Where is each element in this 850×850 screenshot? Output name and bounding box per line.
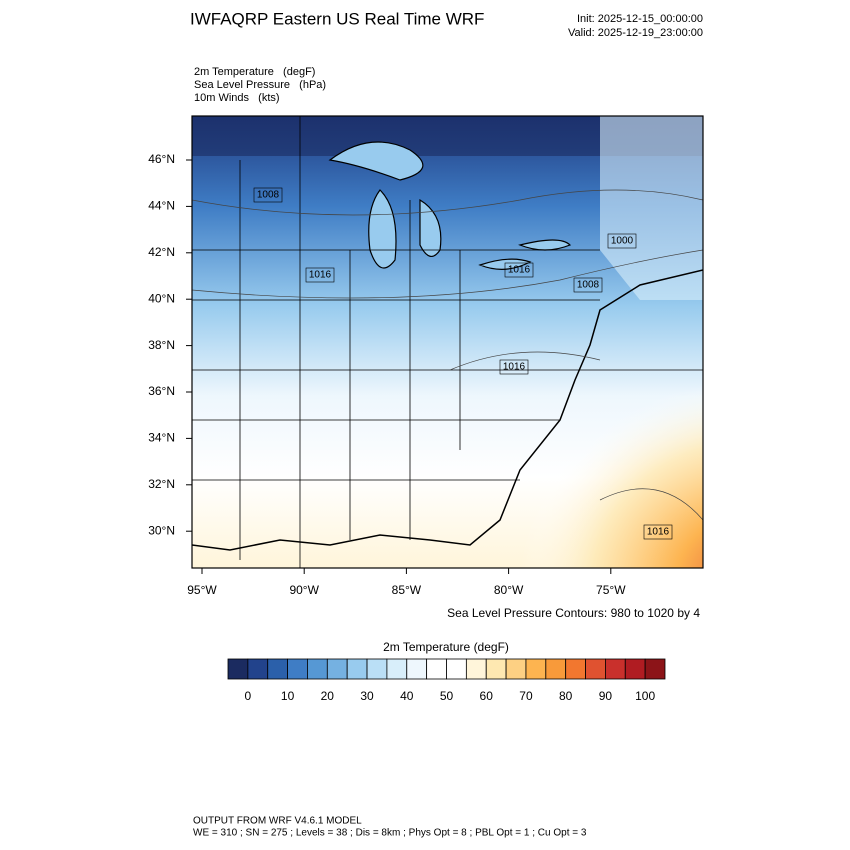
footer-line: OUTPUT FROM WRF V4.6.1 MODEL bbox=[193, 816, 362, 827]
lat-label: 36°N bbox=[148, 384, 175, 398]
colorbar-box bbox=[247, 658, 269, 680]
colorbar-box bbox=[446, 658, 467, 680]
init-time: Init: 2025-12-15_00:00:00 bbox=[577, 13, 703, 25]
contour-label: 1008 bbox=[257, 190, 280, 201]
colorbar-title: 2m Temperature (degF) bbox=[383, 640, 509, 654]
contour-label-box bbox=[607, 233, 637, 249]
colorbar-box bbox=[287, 658, 308, 680]
colorbar-box bbox=[227, 658, 249, 680]
map bbox=[192, 116, 703, 568]
colorbar-box bbox=[465, 658, 487, 680]
contour-label: 1016 bbox=[647, 527, 670, 538]
lat-label: 42°N bbox=[148, 245, 175, 259]
lon-label: 90°W bbox=[289, 583, 319, 597]
lon-label: 75°W bbox=[596, 583, 626, 597]
colorbar-tick-label: 0 bbox=[245, 689, 252, 703]
field-label: 2m Temperature (degF) bbox=[194, 66, 315, 78]
colorbar-box bbox=[485, 658, 507, 680]
colorbar-box bbox=[406, 658, 428, 680]
lat-label: 32°N bbox=[148, 477, 175, 491]
colorbar-tick-label: 20 bbox=[321, 689, 335, 703]
colorbar-box bbox=[307, 658, 328, 680]
colorbar-tick-label: 100 bbox=[635, 689, 655, 703]
colorbar-tick-label: 30 bbox=[360, 689, 374, 703]
colorbar-tick-label: 70 bbox=[519, 689, 533, 703]
colorbar-tick-label: 60 bbox=[480, 689, 494, 703]
contour-label-box bbox=[253, 187, 283, 203]
warm-area bbox=[460, 310, 703, 568]
contour-label-box bbox=[499, 359, 529, 375]
colorbar-box bbox=[326, 658, 348, 680]
colorbar-box bbox=[525, 658, 547, 680]
colorbar-box bbox=[426, 658, 447, 680]
contour-label-box bbox=[573, 277, 603, 293]
colorbar-tick-label: 50 bbox=[440, 689, 454, 703]
footer-line: WE = 310 ; SN = 275 ; Levels = 38 ; Dis … bbox=[193, 828, 587, 839]
colorbar-tick-label: 10 bbox=[281, 689, 295, 703]
contour-label: 1016 bbox=[508, 265, 531, 276]
colorbar-box bbox=[624, 658, 646, 680]
contour-label-box bbox=[504, 262, 534, 278]
contour-label: 1016 bbox=[503, 362, 526, 373]
colorbar-box bbox=[565, 658, 586, 680]
colorbar-box bbox=[545, 658, 567, 680]
lat-label: 46°N bbox=[148, 152, 175, 166]
colorbar-box bbox=[267, 658, 288, 680]
lat-label: 40°N bbox=[148, 291, 175, 305]
valid-time: Valid: 2025-12-19_23:00:00 bbox=[568, 27, 703, 39]
contour-label-box bbox=[643, 524, 673, 540]
colorbar-tick-label: 40 bbox=[400, 689, 414, 703]
colorbar-box bbox=[644, 658, 666, 680]
colorbar-box bbox=[366, 658, 388, 680]
lon-label: 95°W bbox=[187, 583, 217, 597]
field-label: Sea Level Pressure (hPa) bbox=[194, 79, 326, 91]
contour-label: 1016 bbox=[309, 270, 332, 281]
colorbar-tick-label: 90 bbox=[599, 689, 613, 703]
colorbar-box bbox=[585, 658, 606, 680]
map-frame bbox=[191, 115, 704, 569]
contour-label: 1000 bbox=[611, 236, 634, 247]
colorbar-box bbox=[505, 658, 527, 680]
lon-label: 80°W bbox=[494, 583, 524, 597]
colorbar-box bbox=[605, 658, 626, 680]
lat-label: 44°N bbox=[148, 199, 175, 213]
lon-label: 85°W bbox=[392, 583, 422, 597]
colorbar-box bbox=[386, 658, 408, 680]
title: IWFAQRP Eastern US Real Time WRF bbox=[190, 9, 484, 28]
contour-note: Sea Level Pressure Contours: 980 to 1020… bbox=[447, 606, 700, 620]
contour-label-box bbox=[305, 267, 335, 283]
lat-label: 34°N bbox=[148, 431, 175, 445]
colorbar-box bbox=[346, 658, 368, 680]
lat-label: 38°N bbox=[148, 338, 175, 352]
field-label: 10m Winds (kts) bbox=[194, 92, 280, 104]
colorbar-tick-label: 80 bbox=[559, 689, 573, 703]
contour-label: 1008 bbox=[577, 280, 600, 291]
lat-label: 30°N bbox=[148, 523, 175, 537]
